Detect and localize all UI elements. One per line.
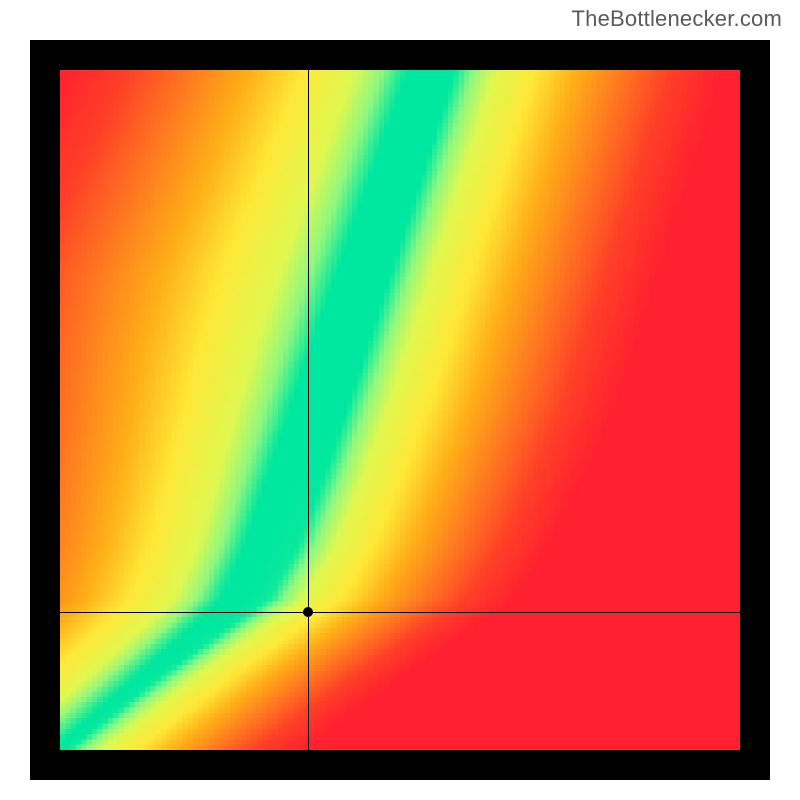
chart-container: TheBottlenecker.com	[0, 0, 800, 800]
crosshair-vertical	[308, 70, 309, 750]
heatmap-canvas	[60, 70, 740, 750]
crosshair-horizontal	[60, 612, 740, 613]
plot-frame	[30, 40, 770, 780]
watermark-text: TheBottlenecker.com	[572, 6, 782, 32]
plot-area	[60, 70, 740, 750]
marker-dot	[303, 607, 313, 617]
